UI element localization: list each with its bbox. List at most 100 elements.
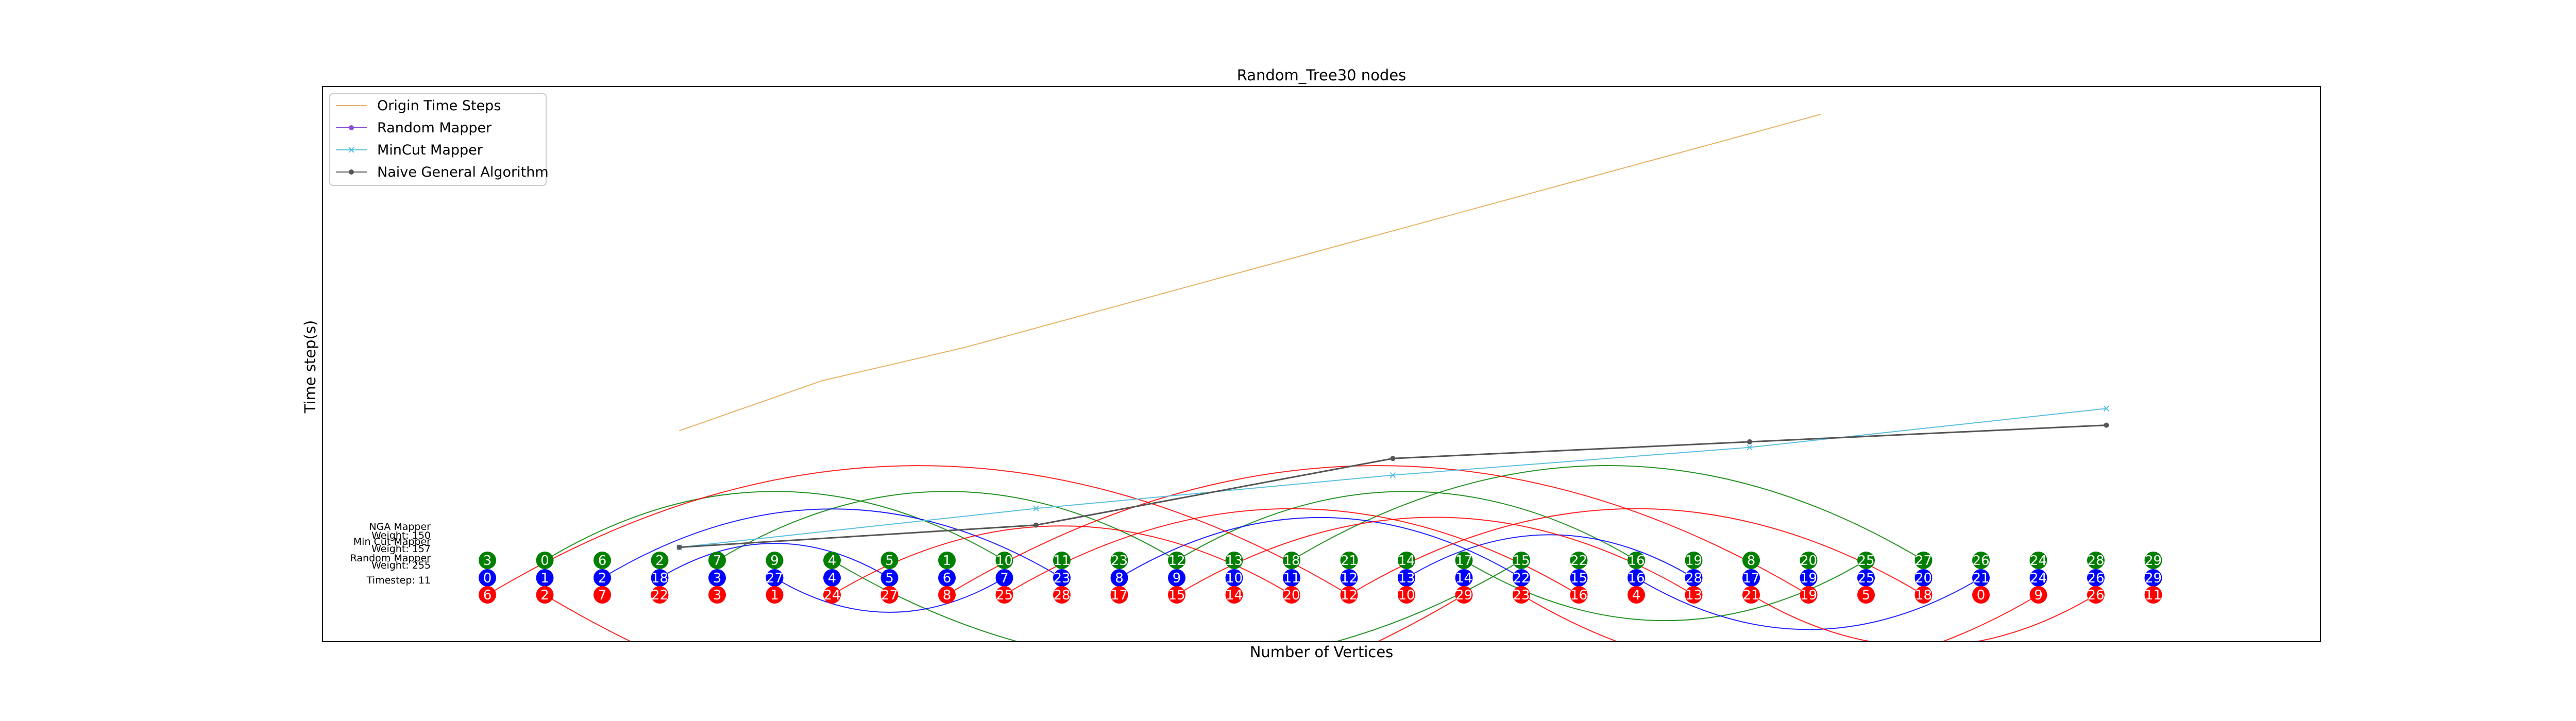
mapping-node-label: 13 — [1685, 588, 1702, 603]
mapping-node: 8 — [938, 586, 956, 604]
mapping-node-label: 29 — [2145, 553, 2162, 569]
series-lines — [676, 113, 2110, 551]
mapping-node-label: 18 — [651, 571, 668, 586]
mapping-node: 21 — [1340, 552, 1358, 569]
mapping-node-circle — [708, 552, 726, 569]
mapping-node: 10 — [1398, 586, 1415, 604]
mapping-node-label: 16 — [1570, 588, 1587, 603]
mapping-node-label: 1 — [770, 588, 779, 603]
mapping-node: 6 — [938, 569, 956, 587]
legend-label: MinCut Mapper — [377, 142, 483, 158]
mapping-node: 1 — [938, 552, 956, 569]
mapping-node: 19 — [1800, 569, 1818, 587]
mapping-node-circle — [1225, 569, 1243, 587]
mapping-node-circle — [880, 552, 899, 569]
mapping-node: 15 — [1168, 586, 1185, 604]
mapping-node: 24 — [2029, 569, 2047, 587]
mapping-node-circle — [1110, 569, 1128, 587]
mapping-node-circle — [1857, 552, 1875, 569]
mapping-node-circle — [766, 552, 784, 569]
mapping-arc — [544, 491, 1005, 561]
mapping-node: 27 — [1914, 552, 1933, 569]
mapping-node: 2 — [536, 586, 554, 604]
mapping-node: 13 — [1685, 586, 1703, 604]
mapping-node-circle — [1570, 569, 1588, 587]
mapping-node-circle — [2144, 569, 2162, 587]
mapping-node-circle — [880, 586, 899, 604]
mapping-info-line: Timestep: 11 — [366, 575, 431, 586]
mapping-node-label: 19 — [1685, 553, 1702, 569]
mapping-node: 19 — [1800, 586, 1818, 604]
mapping-node-label: 18 — [1915, 588, 1932, 603]
mapping-node-circle — [1914, 586, 1933, 604]
mapping-arc — [1406, 534, 1694, 578]
series-point — [1747, 444, 1753, 451]
mapping-info-line: Weight: 157 — [371, 543, 431, 555]
mapping-node-label: 11 — [1283, 571, 1300, 586]
mapping-node-label: 8 — [1747, 553, 1756, 569]
mapping-node-circle — [536, 569, 554, 587]
mapping-arc — [946, 465, 1809, 595]
mapping-node: 28 — [1685, 569, 1703, 587]
series-point — [1390, 456, 1396, 461]
mapping-node-label: 15 — [1513, 553, 1530, 569]
mapping-node-label: 18 — [1283, 553, 1300, 569]
mapping-node: 18 — [651, 569, 669, 587]
mapping-node-label: 12 — [1341, 571, 1358, 586]
mapping-node: 26 — [2087, 586, 2105, 604]
mapping-node-label: 0 — [483, 571, 492, 586]
mapping-node: 24 — [823, 586, 841, 604]
mapping-node-circle — [1053, 552, 1071, 569]
mapping-node: 1 — [536, 569, 554, 587]
mapping-arc — [602, 508, 1062, 578]
mapping-node-circle — [1513, 569, 1530, 587]
mapping-node-label: 6 — [943, 571, 952, 586]
mapping-node-label: 3 — [713, 588, 722, 603]
mapping-node-label: 21 — [1972, 571, 1989, 586]
mapping-info-line: NGA Mapper — [369, 521, 431, 533]
mapping-node-circle — [2144, 586, 2162, 604]
mapping-node-circle — [1685, 569, 1703, 587]
legend-item: Naive General Algorithm — [336, 164, 549, 180]
mapping-arcs — [487, 465, 2096, 642]
mapping-node: 0 — [479, 569, 496, 587]
mapping-node-circle — [1742, 586, 1760, 604]
mapping-node-circle — [938, 586, 956, 604]
mapping-node-label: 5 — [1862, 588, 1871, 603]
mapping-node: 21 — [1742, 586, 1760, 604]
mapping-node-label: 16 — [1628, 571, 1645, 586]
mapping-node-label: 14 — [1226, 588, 1243, 603]
legend-marker — [348, 147, 354, 153]
mapping-node-circle — [651, 586, 669, 604]
mapping-node: 3 — [479, 552, 496, 569]
mapping-node-circle — [823, 569, 841, 587]
mapping-node: 23 — [1110, 552, 1128, 569]
mapping-node-circle — [1398, 569, 1415, 587]
mapping-node-circle — [2029, 552, 2047, 569]
mapping-node-circle — [594, 586, 611, 604]
mapping-node: 13 — [1398, 569, 1415, 587]
mapping-arc — [487, 465, 1350, 595]
mapping-node-circle — [1225, 586, 1243, 604]
mapping-node-label: 5 — [885, 571, 894, 586]
mapping-node: 16 — [1628, 569, 1645, 587]
mapping-node-circle — [1053, 569, 1071, 587]
mapping-node-circle — [823, 552, 841, 569]
mapping-node: 25 — [1857, 569, 1875, 587]
mapping-arc — [1118, 517, 1522, 578]
mapping-node: 17 — [1455, 552, 1473, 569]
mapping-node-label: 26 — [2087, 571, 2104, 586]
mapping-node-label: 28 — [1053, 588, 1070, 603]
series-point — [2103, 405, 2110, 411]
mapping-node-circle — [1225, 552, 1243, 569]
mapping-node-label: 15 — [1168, 588, 1185, 603]
mapping-node-circle — [1168, 586, 1185, 604]
mapping-node-circle — [2087, 569, 2105, 587]
mapping-node: 3 — [708, 569, 726, 587]
mapping-node-circle — [1628, 586, 1645, 604]
mapping-arc — [1636, 577, 1981, 630]
mapping-node-label: 25 — [1857, 553, 1874, 569]
mapping-node: 26 — [2087, 569, 2105, 587]
mapping-node-circle — [2029, 586, 2047, 604]
